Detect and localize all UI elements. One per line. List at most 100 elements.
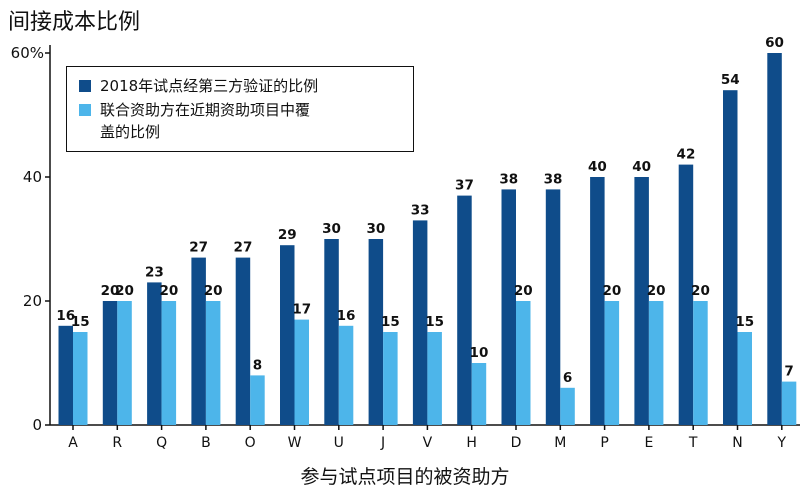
x-tick-label: H <box>466 435 477 451</box>
bar-verified <box>191 257 206 425</box>
bar-verified <box>545 189 561 425</box>
data-label-covered: 17 <box>292 302 311 318</box>
bar-covered <box>737 332 752 425</box>
bar-verified <box>767 53 782 425</box>
bar-covered <box>73 332 88 425</box>
x-tick-label: T <box>688 435 698 451</box>
x-tick-label: U <box>334 435 344 451</box>
data-label-covered: 20 <box>115 283 134 299</box>
data-label-covered: 15 <box>425 314 444 330</box>
x-tick-label: N <box>732 435 742 451</box>
bar-covered <box>471 363 487 425</box>
x-tick-label: Q <box>156 435 167 451</box>
data-label-covered: 15 <box>735 314 754 330</box>
bar-verified <box>235 257 251 425</box>
data-label-verified: 16 <box>56 308 75 324</box>
bar-covered <box>250 375 265 425</box>
chart-legend: 2018年试点经第三方验证的比例 联合资助方在近期资助项目中覆 盖的比例 <box>66 66 414 152</box>
bar-covered <box>117 301 132 425</box>
data-label-covered: 15 <box>71 314 90 330</box>
x-tick-label: W <box>288 435 302 451</box>
x-tick-label: Y <box>777 435 787 451</box>
legend-label-covered-line1: 联合资助方在近期资助项目中覆 <box>100 101 311 119</box>
bar-verified <box>590 177 605 425</box>
data-label-verified: 38 <box>499 171 518 187</box>
legend-swatch-light-blue <box>79 104 91 116</box>
data-label-verified: 29 <box>278 227 297 243</box>
bar-covered <box>560 387 575 425</box>
bar-covered <box>427 332 442 425</box>
x-tick-label: E <box>644 435 653 451</box>
bar-verified <box>147 282 162 425</box>
data-label-verified: 40 <box>588 159 607 175</box>
data-label-covered: 8 <box>253 357 262 373</box>
data-label-verified: 20 <box>101 283 120 299</box>
bar-covered <box>781 381 797 425</box>
bar-verified <box>58 325 73 425</box>
chart-title: 间接成本比例 <box>8 10 141 35</box>
data-label-covered: 20 <box>159 283 178 299</box>
bar-covered <box>383 332 398 425</box>
x-tick-label: M <box>554 435 566 451</box>
data-label-verified: 60 <box>765 35 784 51</box>
data-label-covered: 20 <box>647 283 666 299</box>
data-label-verified: 33 <box>411 202 430 218</box>
data-label-verified: 42 <box>677 147 696 163</box>
data-label-covered: 20 <box>602 283 621 299</box>
bar-verified <box>634 177 649 425</box>
data-label-covered: 20 <box>691 283 710 299</box>
x-tick-label: A <box>68 435 78 451</box>
data-label-covered: 20 <box>204 283 223 299</box>
x-tick-label: D <box>511 435 522 451</box>
bar-covered <box>338 325 354 425</box>
x-tick-label: R <box>112 435 122 451</box>
data-label-verified: 30 <box>366 221 385 237</box>
x-tick-label: J <box>380 435 385 451</box>
data-label-covered: 16 <box>337 308 356 324</box>
data-label-covered: 10 <box>470 345 489 361</box>
bar-verified <box>457 195 472 425</box>
x-tick-label: P <box>600 435 608 451</box>
data-label-verified: 30 <box>322 221 341 237</box>
x-tick-label: B <box>201 435 211 451</box>
bar-verified <box>368 239 384 425</box>
bar-covered <box>205 301 221 425</box>
data-label-covered: 6 <box>563 370 572 386</box>
legend-label-verified: 2018年试点经第三方验证的比例 <box>100 77 319 95</box>
data-label-covered: 20 <box>514 283 533 299</box>
y-tick-label: 0 <box>32 416 42 434</box>
x-tick-label: V <box>423 435 433 451</box>
data-label-verified: 23 <box>145 264 164 280</box>
data-label-covered: 15 <box>381 314 400 330</box>
bar-covered <box>604 301 620 425</box>
data-label-verified: 37 <box>455 178 474 194</box>
x-axis-label: 参与试点项目的被资助方 <box>300 466 510 488</box>
bar-verified <box>501 189 516 425</box>
y-tick-label: 40 <box>23 168 42 186</box>
bar-covered <box>294 319 309 425</box>
bar-verified <box>324 239 339 425</box>
data-label-covered: 7 <box>784 364 793 380</box>
bar-covered <box>161 301 177 425</box>
x-tick-label: O <box>245 435 256 451</box>
bar-covered <box>693 301 708 425</box>
data-label-verified: 54 <box>721 72 740 88</box>
legend-label-covered: 联合资助方在近期资助项目中覆 盖的比例 <box>100 99 403 143</box>
legend-swatch-dark-blue <box>79 80 91 92</box>
bar-verified <box>280 245 295 425</box>
data-label-verified: 27 <box>234 240 253 256</box>
y-tick-label: 60% <box>11 44 44 62</box>
legend-item-verified: 2018年试点经第三方验证的比例 <box>79 75 403 97</box>
data-label-verified: 40 <box>632 159 651 175</box>
bar-covered <box>516 301 531 425</box>
legend-item-covered: 联合资助方在近期资助项目中覆 盖的比例 <box>79 99 403 143</box>
y-tick-label: 20 <box>23 292 42 310</box>
bar-verified <box>412 220 428 425</box>
legend-label-covered-line2: 盖的比例 <box>100 123 161 141</box>
bar-covered <box>648 301 664 425</box>
bar-verified <box>678 164 694 425</box>
data-label-verified: 27 <box>189 240 208 256</box>
bar-verified <box>102 301 118 425</box>
bar-verified <box>723 90 738 425</box>
